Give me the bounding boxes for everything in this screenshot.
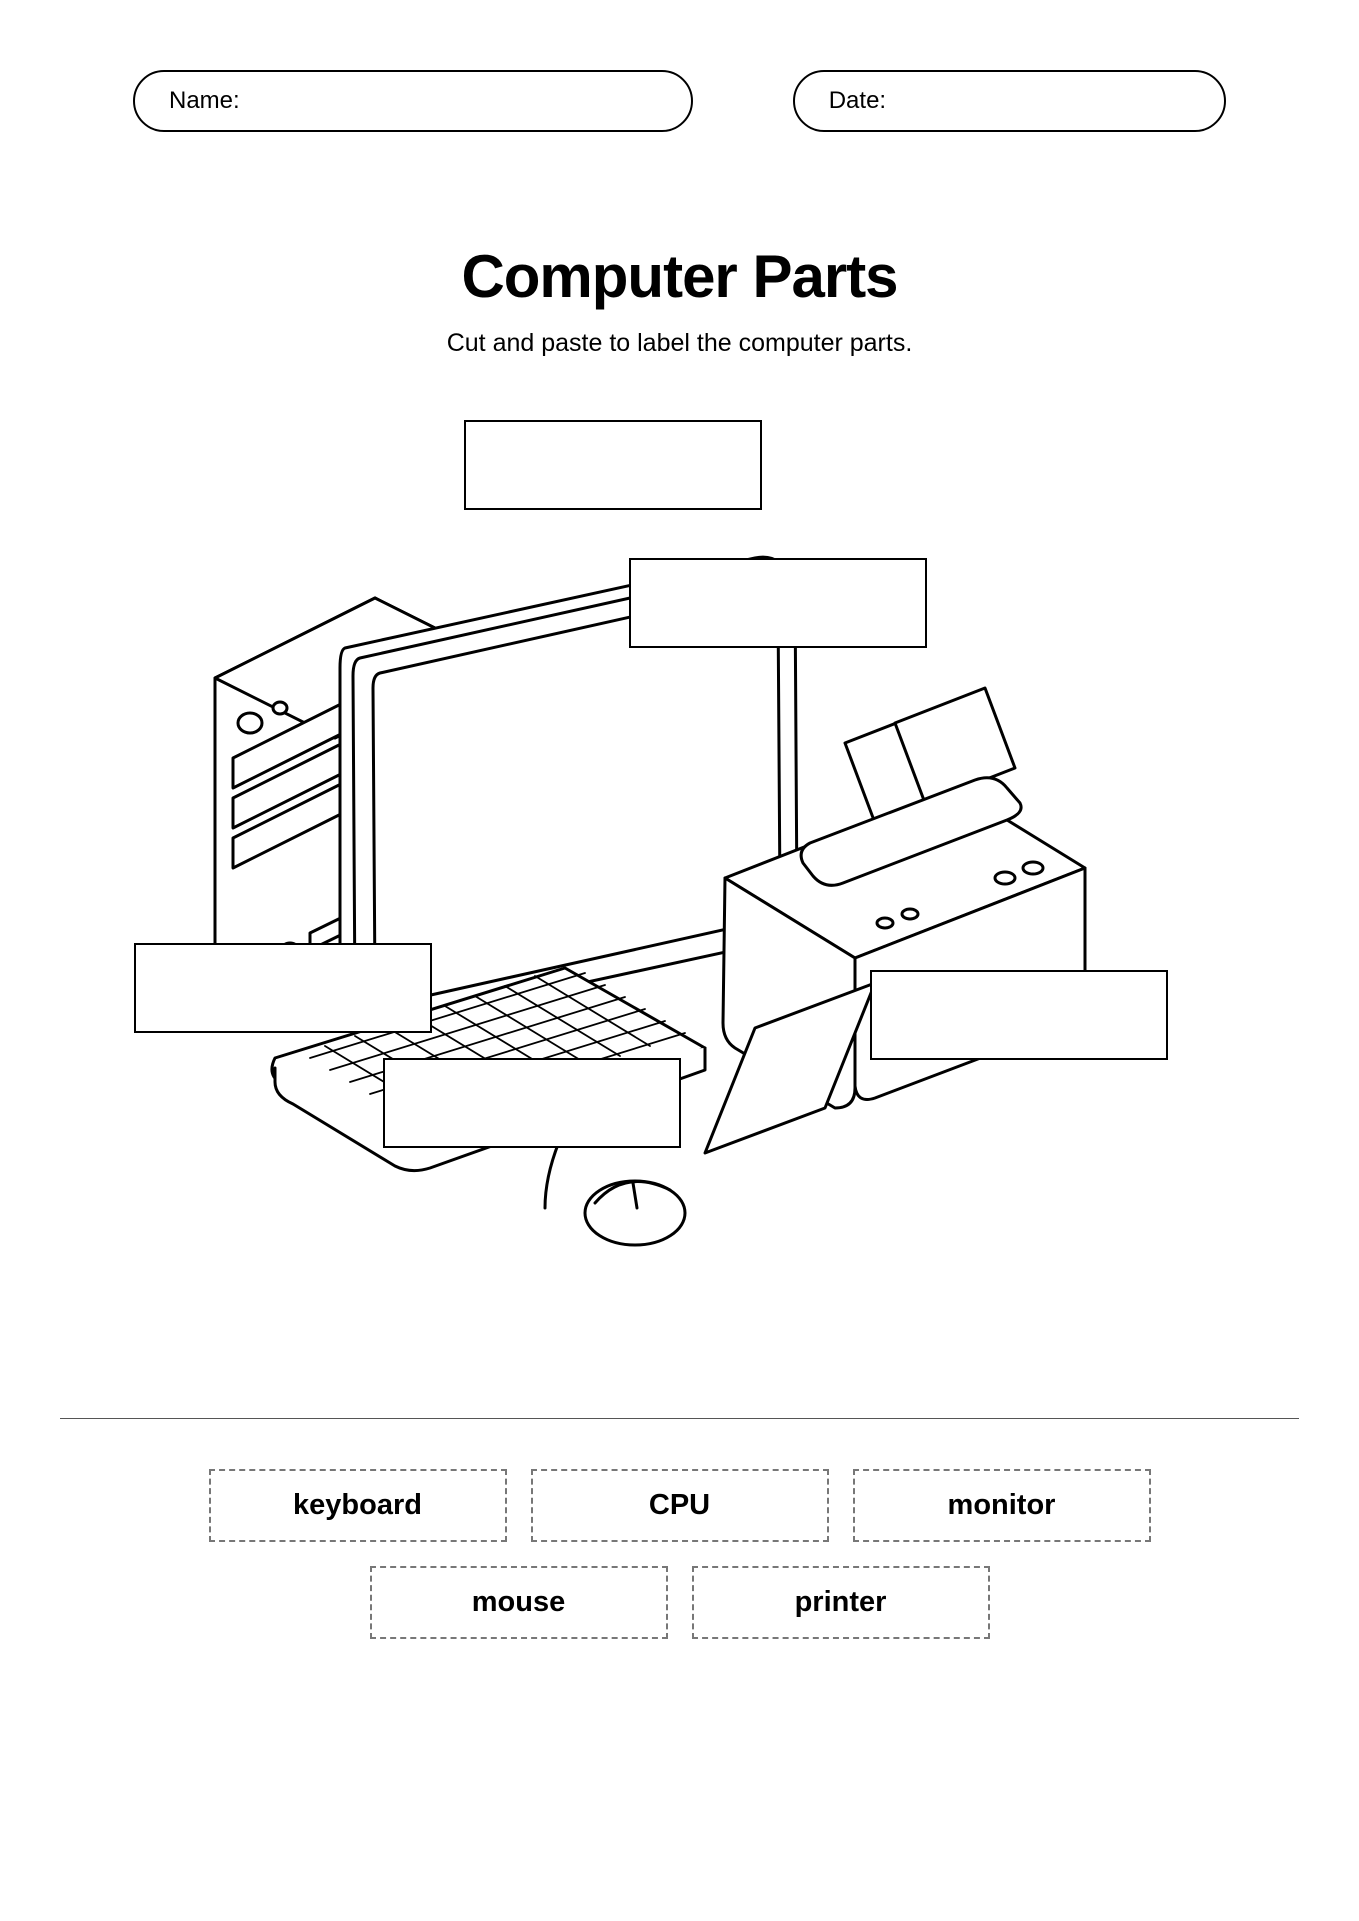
word-chip-printer[interactable]: printer: [692, 1566, 990, 1639]
page-title: Computer Parts: [0, 242, 1359, 311]
label-box-printer[interactable]: [870, 970, 1168, 1060]
word-chip-mouse[interactable]: mouse: [370, 1566, 668, 1639]
label-box-keyboard[interactable]: [134, 943, 432, 1033]
label-box-top[interactable]: [464, 420, 762, 510]
word-chip-keyboard[interactable]: keyboard: [209, 1469, 507, 1542]
name-label: Name:: [169, 87, 240, 115]
word-bank: keyboard CPU monitor mouse printer: [0, 1419, 1359, 1699]
label-box-mouse[interactable]: [383, 1058, 681, 1148]
word-chip-cpu[interactable]: CPU: [531, 1469, 829, 1542]
word-chip-monitor[interactable]: monitor: [853, 1469, 1151, 1542]
header-fields: Name: Date:: [0, 0, 1359, 132]
page-subtitle: Cut and paste to label the computer part…: [0, 329, 1359, 358]
label-box-monitor[interactable]: [629, 558, 927, 648]
diagram-area: [0, 388, 1359, 1418]
date-field[interactable]: Date:: [793, 70, 1226, 132]
worksheet-page: Name: Date: Computer Parts Cut and paste…: [0, 0, 1359, 1699]
title-block: Computer Parts Cut and paste to label th…: [0, 242, 1359, 358]
name-field[interactable]: Name:: [133, 70, 693, 132]
date-label: Date:: [829, 87, 886, 115]
